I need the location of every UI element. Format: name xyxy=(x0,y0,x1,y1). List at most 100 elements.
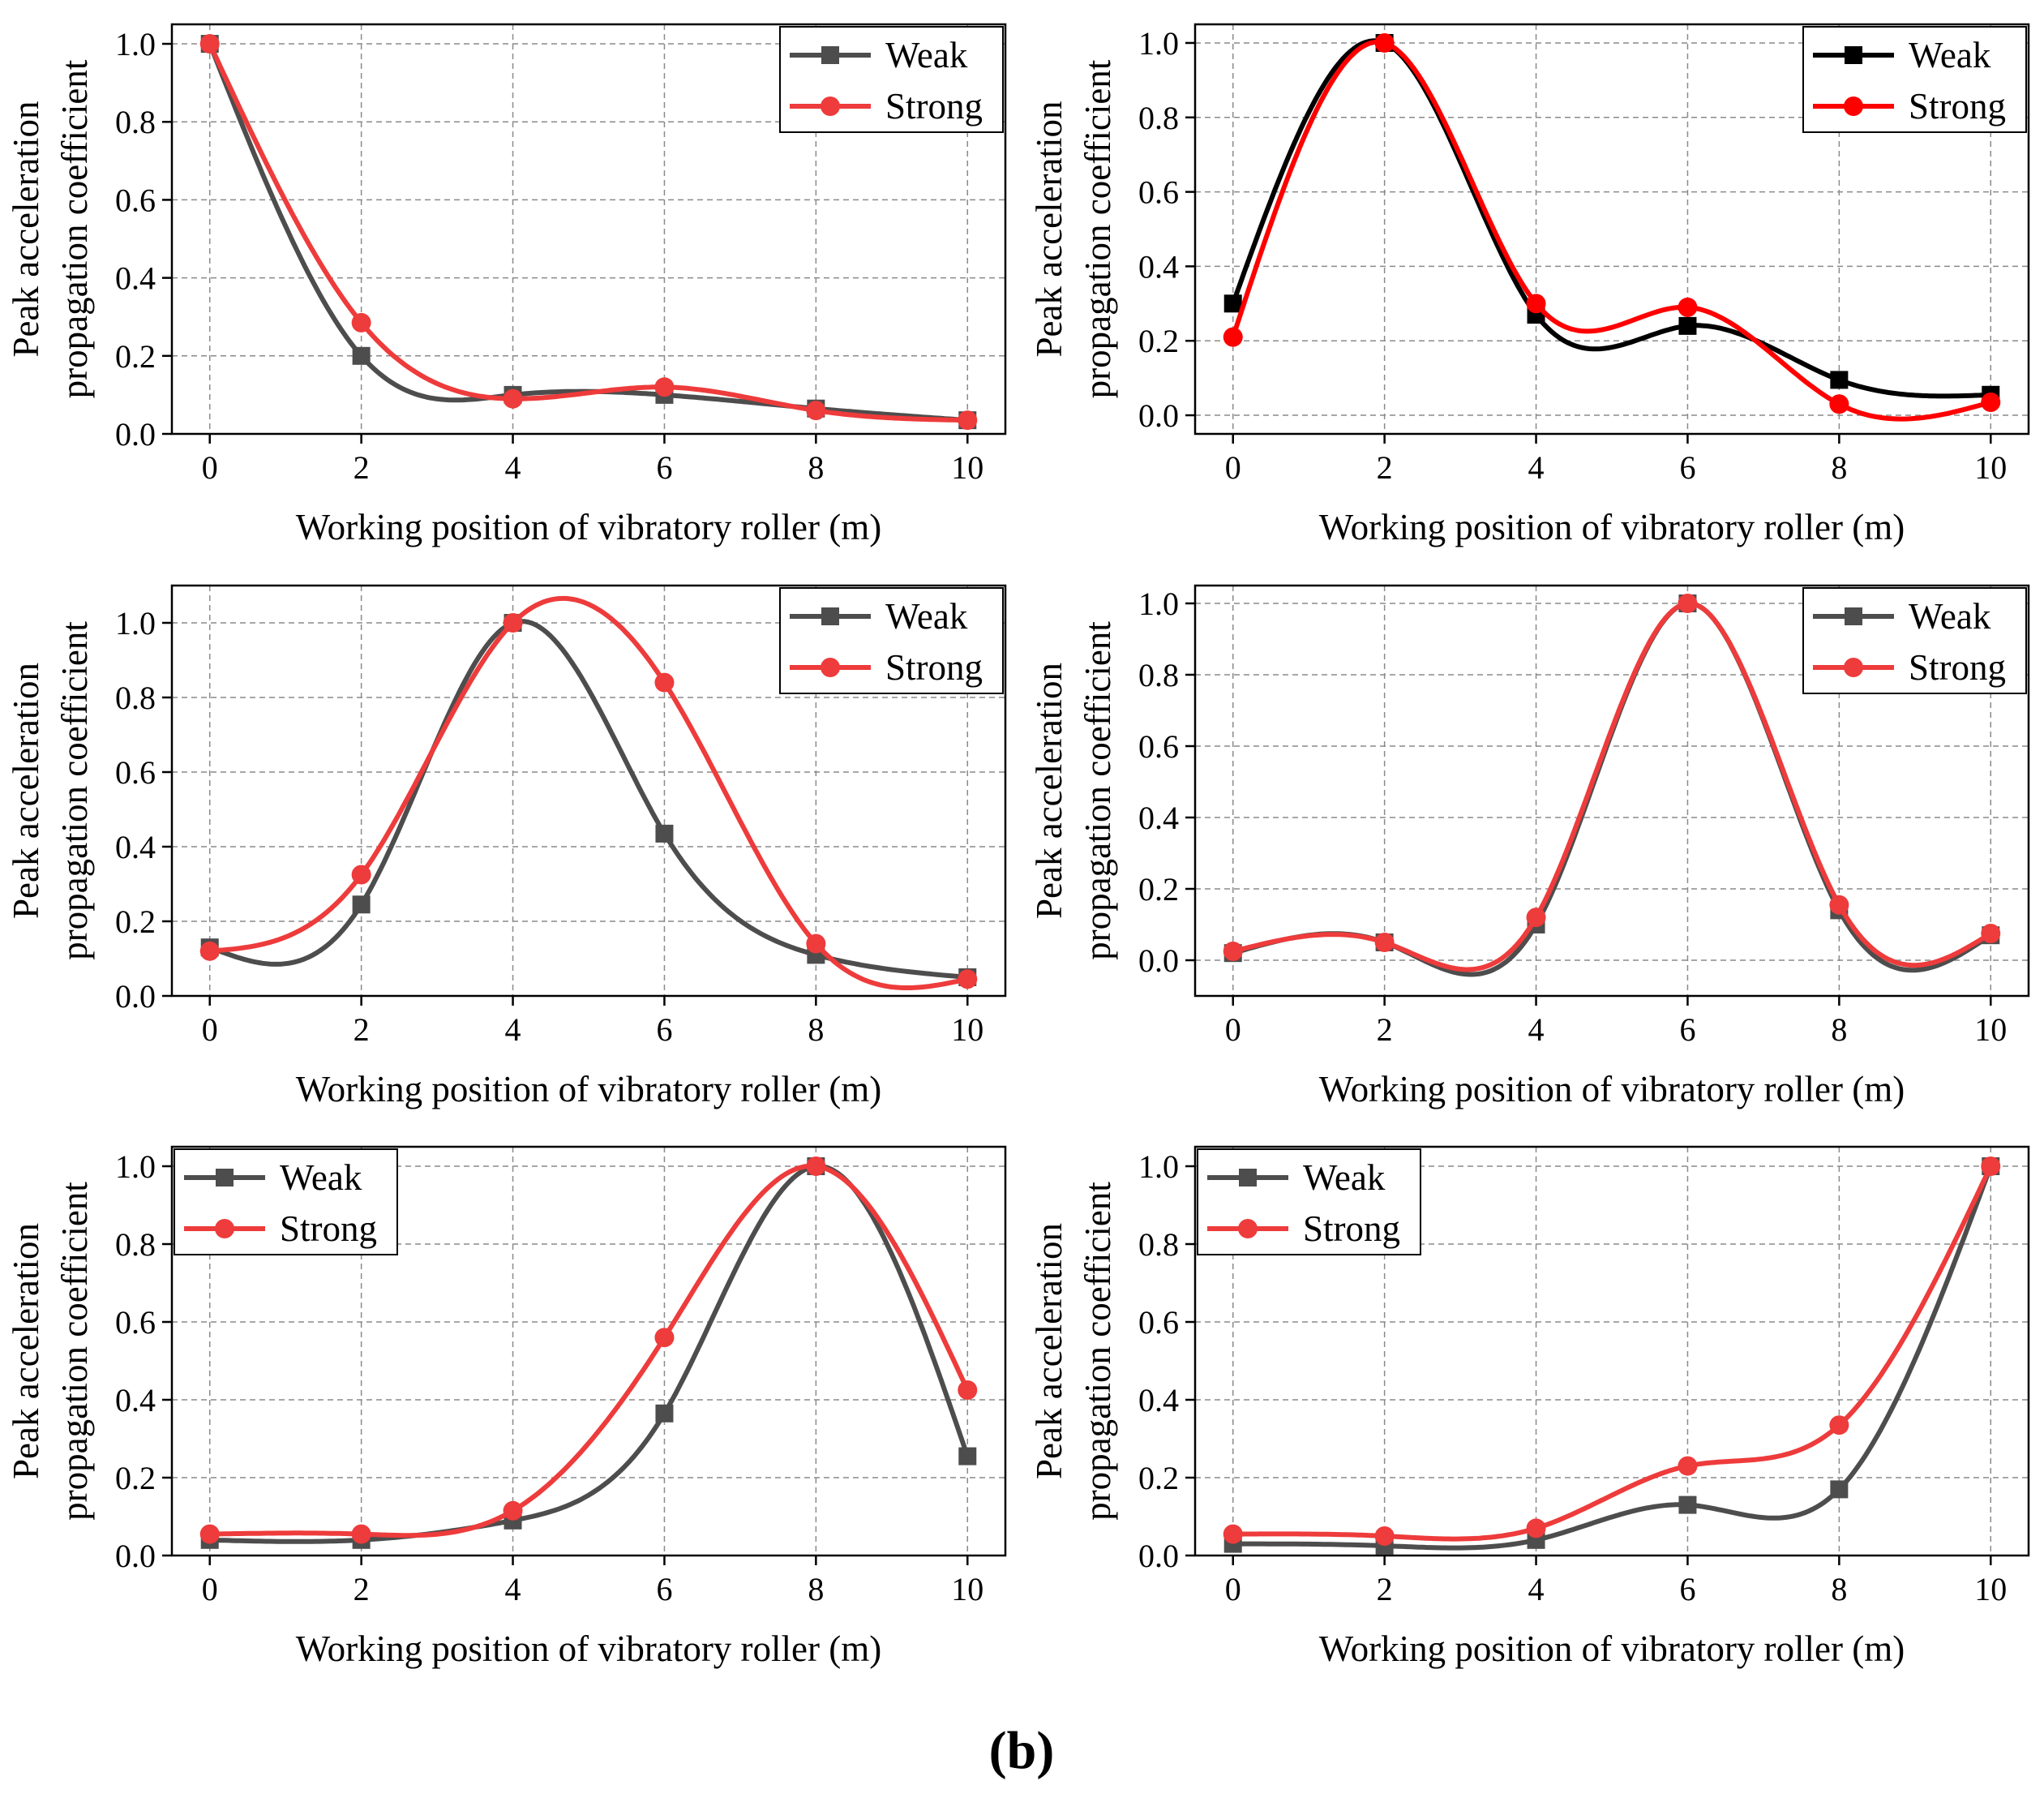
data-point-weak xyxy=(1223,294,1242,313)
plot-frame xyxy=(1193,584,2030,998)
series-line-strong xyxy=(209,595,968,990)
series-line-weak xyxy=(1230,38,1991,399)
chart-panel-6: 0 2 4 6 8 10 0.0 0.2 0.4 0.6 0.8 1.0 Working positio… xyxy=(1029,1145,2030,1669)
x-tick-label: 6 xyxy=(656,1571,672,1607)
legend: Weak Strong xyxy=(1197,1148,1421,1255)
data-point-strong xyxy=(351,312,371,333)
y-tick-label: 0.0 xyxy=(115,416,156,453)
x-tick-label: 10 xyxy=(951,1571,983,1607)
legend-label-weak: Weak xyxy=(885,35,968,75)
legend-label-strong: Strong xyxy=(1303,1208,1400,1249)
x-axis-label: Working position of vibratory roller (m) xyxy=(1319,1628,1905,1669)
legend: Weak Strong xyxy=(1802,26,2027,133)
y-tick-label: 0.8 xyxy=(115,1226,156,1263)
x-axis-label: Working position of vibratory roller (m) xyxy=(1319,507,1905,547)
legend-box xyxy=(1197,1148,1421,1255)
legend-swatch-marker xyxy=(821,607,839,625)
data-point-strong xyxy=(1829,394,1849,414)
chart-panels: 0 2 4 6 8 10 0.0 0.2 0.4 0.6 0.8 1.0 Working positio… xyxy=(6,23,2030,1669)
x-tick-label: 10 xyxy=(1974,1011,2007,1048)
data-point-strong xyxy=(654,1328,675,1348)
y-tick-label: 0.0 xyxy=(115,978,156,1015)
x-tick-label: 8 xyxy=(1831,1571,1847,1607)
legend-box xyxy=(174,1148,398,1255)
plot-frame xyxy=(170,1145,1007,1557)
y-tick-label: 0.6 xyxy=(115,754,156,791)
series-line-weak xyxy=(208,619,968,980)
y-tick-label: 0.8 xyxy=(1138,100,1179,136)
data-point-strong xyxy=(1374,1526,1395,1546)
legend-label-strong: Strong xyxy=(280,1208,377,1249)
legend-box xyxy=(1802,587,2027,694)
y-tick-label: 0.2 xyxy=(115,903,156,940)
y-axis-label: Peak acceleration xyxy=(1029,101,1069,357)
legend-label-weak: Weak xyxy=(1909,596,1991,637)
x-tick-label: 4 xyxy=(505,1571,521,1607)
x-tick-label: 2 xyxy=(1377,449,1393,486)
data-point-weak xyxy=(1830,371,1849,389)
y-tick-label: 0.6 xyxy=(1138,1304,1179,1341)
x-tick-label: 8 xyxy=(808,1571,824,1607)
x-tick-label: 4 xyxy=(505,1011,521,1048)
data-point-strong xyxy=(806,401,826,421)
data-point-strong xyxy=(806,933,826,954)
x-tick-label: 6 xyxy=(656,449,672,486)
y-axis-label: propagation coefficient xyxy=(54,1182,95,1521)
y-axis-label: Peak acceleration xyxy=(6,1223,46,1479)
x-tick-label: 2 xyxy=(1377,1571,1393,1607)
x-tick-label: 6 xyxy=(1679,1011,1695,1048)
legend: Weak Strong xyxy=(779,587,1004,694)
data-point-strong xyxy=(1678,594,1698,613)
legend-swatch-marker xyxy=(1844,97,1863,116)
y-tick-label: 0.4 xyxy=(1138,800,1179,836)
y-axis-label: propagation coefficient xyxy=(54,621,95,960)
data-point-weak xyxy=(1830,1480,1849,1499)
legend-label-strong: Strong xyxy=(885,647,983,688)
data-point-strong xyxy=(503,388,523,409)
series-line-strong xyxy=(209,1163,971,1538)
data-point-strong xyxy=(1374,933,1395,952)
figure-caption: (b) xyxy=(989,1721,1055,1780)
x-tick-label: 0 xyxy=(1225,449,1241,486)
y-tick-label: 0.2 xyxy=(1138,323,1179,359)
series-line-strong xyxy=(207,42,968,423)
x-tick-label: 8 xyxy=(808,449,824,486)
x-tick-label: 0 xyxy=(202,449,218,486)
data-point-weak xyxy=(1678,316,1697,335)
chart-panel-3: 0 2 4 6 8 10 0.0 0.2 0.4 0.6 0.8 1.0 Working positio… xyxy=(6,584,1007,1109)
x-tick-label: 10 xyxy=(1974,1571,2007,1607)
legend-swatch-marker xyxy=(1845,607,1862,625)
y-axis-label: propagation coefficient xyxy=(54,59,95,398)
x-tick-label: 4 xyxy=(1528,1571,1545,1607)
y-axis-label: Peak acceleration xyxy=(1029,663,1069,919)
legend-label-weak: Weak xyxy=(280,1157,362,1198)
series-line-strong xyxy=(1232,601,1992,972)
legend: Weak Strong xyxy=(779,26,1004,133)
y-tick-label: 1.0 xyxy=(1138,586,1179,622)
data-point-strong xyxy=(199,1524,220,1544)
y-tick-label: 1.0 xyxy=(1138,25,1179,62)
data-point-strong xyxy=(1526,908,1546,928)
data-point-strong xyxy=(199,941,220,961)
x-axis-label: Working position of vibratory roller (m) xyxy=(296,1069,881,1109)
data-point-weak xyxy=(655,1404,674,1423)
legend-swatch-marker xyxy=(821,97,840,116)
data-point-strong xyxy=(654,672,675,693)
x-axis-label: Working position of vibratory roller (m) xyxy=(296,507,881,547)
data-point-weak xyxy=(655,824,674,843)
y-tick-label: 0.0 xyxy=(1138,942,1179,979)
x-tick-label: 0 xyxy=(1225,1011,1241,1048)
y-tick-label: 0.4 xyxy=(1138,1382,1179,1418)
data-point-strong xyxy=(503,613,523,633)
data-point-strong xyxy=(806,1156,826,1176)
legend-swatch-marker xyxy=(821,46,839,64)
legend-swatch-marker xyxy=(1238,1219,1258,1238)
y-tick-label: 0.2 xyxy=(1138,871,1179,908)
data-point-strong xyxy=(1374,32,1395,53)
legend-swatch-marker xyxy=(216,1169,234,1187)
series-line-strong xyxy=(1232,1165,1994,1542)
plot-frame xyxy=(1193,23,2030,436)
y-tick-label: 0.8 xyxy=(1138,1226,1179,1263)
x-tick-label: 2 xyxy=(354,1011,370,1048)
data-point-strong xyxy=(1223,1524,1243,1544)
